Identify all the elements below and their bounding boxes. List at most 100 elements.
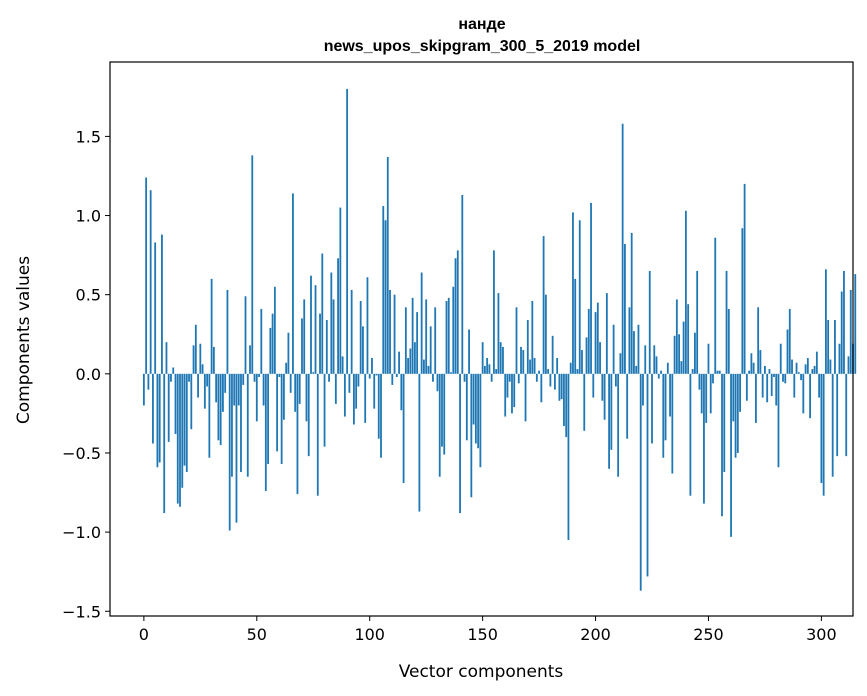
bar-241 bbox=[687, 304, 690, 374]
bar-264 bbox=[739, 373, 741, 412]
bar-4 bbox=[152, 373, 154, 444]
bar-160 bbox=[504, 373, 507, 417]
bar-47 bbox=[249, 345, 251, 374]
bar-148 bbox=[477, 373, 480, 449]
bar-223 bbox=[646, 373, 649, 577]
bar-50 bbox=[255, 373, 258, 422]
bar-14 bbox=[174, 373, 177, 434]
bar-206 bbox=[608, 373, 610, 469]
bar-174 bbox=[535, 373, 538, 382]
x-tick-label: 150 bbox=[467, 625, 498, 644]
bar-228 bbox=[657, 373, 660, 379]
bar-8 bbox=[161, 234, 163, 374]
bar-29 bbox=[208, 373, 211, 458]
bar-82 bbox=[328, 373, 330, 382]
bar-294 bbox=[806, 357, 809, 374]
bar-273 bbox=[759, 350, 762, 374]
bar-30 bbox=[210, 278, 213, 374]
bar-165 bbox=[515, 307, 518, 374]
bar-132 bbox=[441, 373, 443, 447]
bar-211 bbox=[619, 353, 622, 374]
bar-44 bbox=[242, 373, 245, 385]
bar-255 bbox=[718, 370, 721, 374]
bar-310 bbox=[843, 270, 845, 374]
bar-199 bbox=[592, 373, 595, 398]
bar-122 bbox=[418, 373, 421, 512]
bar-10 bbox=[165, 342, 168, 374]
x-tick-label: 0 bbox=[139, 625, 149, 644]
bar-240 bbox=[684, 210, 687, 374]
bar-48 bbox=[251, 155, 254, 374]
bar-232 bbox=[666, 362, 669, 374]
bar-278 bbox=[770, 373, 773, 396]
bar-52 bbox=[260, 308, 263, 374]
bar-70 bbox=[301, 318, 303, 374]
bar-57 bbox=[271, 313, 274, 374]
bar-219 bbox=[637, 324, 640, 374]
bar-178 bbox=[544, 294, 547, 374]
bar-205 bbox=[605, 293, 608, 374]
x-tick-label: 200 bbox=[580, 625, 611, 644]
bar-133 bbox=[443, 373, 446, 455]
bar-192 bbox=[576, 369, 579, 374]
bar-313 bbox=[849, 289, 852, 374]
bar-274 bbox=[761, 373, 764, 398]
bar-239 bbox=[682, 321, 685, 374]
bars-group bbox=[142, 88, 857, 591]
bar-295 bbox=[809, 373, 811, 419]
bar-75 bbox=[312, 372, 315, 374]
bar-55 bbox=[267, 373, 269, 465]
bar-197 bbox=[587, 308, 590, 374]
bar-71 bbox=[303, 299, 306, 374]
bar-226 bbox=[653, 345, 656, 374]
bar-306 bbox=[834, 320, 836, 374]
bar-246 bbox=[698, 373, 701, 390]
bar-63 bbox=[285, 362, 288, 374]
bar-18 bbox=[183, 373, 186, 466]
bar-53 bbox=[262, 373, 265, 406]
bar-198 bbox=[590, 202, 592, 374]
bar-130 bbox=[436, 373, 439, 392]
bar-151 bbox=[483, 365, 486, 374]
bar-234 bbox=[671, 373, 674, 474]
bar-129 bbox=[434, 307, 437, 374]
bar-217 bbox=[633, 331, 635, 374]
bar-287 bbox=[791, 359, 793, 374]
bar-114 bbox=[400, 373, 403, 411]
bar-120 bbox=[413, 342, 416, 374]
bar-143 bbox=[465, 373, 468, 441]
y-axis: −1.5 −1.0 −0.5 0.0 0.5 1.0 1.5 bbox=[62, 127, 110, 621]
bar-308 bbox=[838, 343, 841, 374]
bar-147 bbox=[474, 373, 477, 444]
bar-227 bbox=[655, 356, 658, 374]
y-tick-label: 0.0 bbox=[76, 365, 101, 384]
bar-282 bbox=[779, 343, 782, 374]
bar-183 bbox=[556, 357, 559, 374]
bar-118 bbox=[409, 348, 412, 374]
bar-311 bbox=[845, 373, 848, 457]
bar-125 bbox=[425, 299, 428, 374]
bar-121 bbox=[416, 312, 419, 374]
bar-46 bbox=[246, 373, 249, 477]
bar-113 bbox=[398, 351, 400, 374]
chart-title: нанде bbox=[458, 16, 505, 33]
chart-subtitle: news_upos_skipgram_300_5_2019 model bbox=[324, 38, 641, 55]
bar-32 bbox=[215, 373, 218, 403]
bar-258 bbox=[725, 270, 728, 374]
bar-170 bbox=[526, 320, 529, 374]
bar-191 bbox=[574, 278, 577, 374]
bar-36 bbox=[224, 373, 227, 393]
bar-200 bbox=[594, 312, 597, 374]
bar-285 bbox=[786, 329, 789, 374]
bar-67 bbox=[294, 373, 297, 412]
bar-271 bbox=[754, 373, 757, 423]
bar-87 bbox=[339, 207, 342, 374]
bar-26 bbox=[201, 364, 204, 374]
bar-281 bbox=[777, 373, 780, 468]
bar-208 bbox=[612, 324, 615, 374]
bar-109 bbox=[389, 289, 391, 374]
bar-297 bbox=[813, 365, 816, 374]
bar-81 bbox=[325, 320, 328, 374]
bar-60 bbox=[278, 373, 281, 377]
